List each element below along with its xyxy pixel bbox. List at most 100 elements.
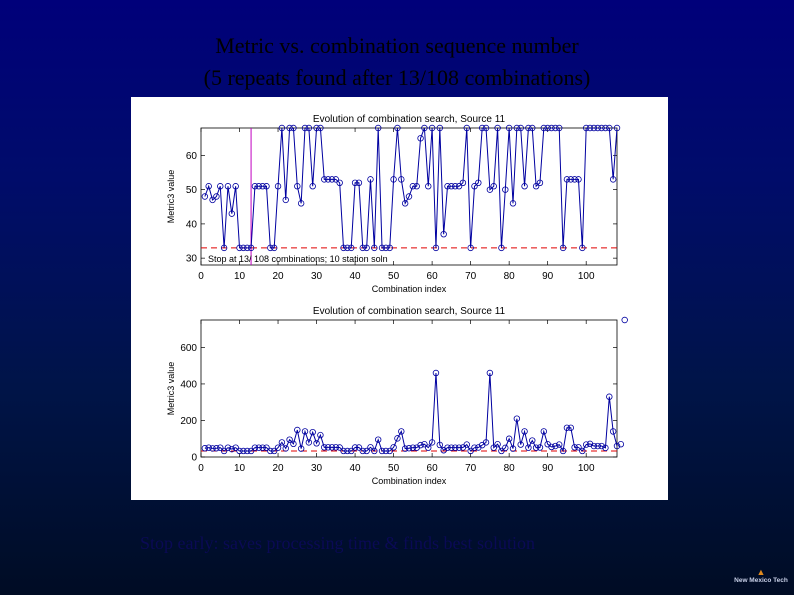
data-point-1-98 [575, 176, 582, 183]
data-point-2-5 [217, 444, 224, 451]
data-point-1-9 [232, 183, 239, 190]
data-point-2-45 [371, 447, 378, 455]
data-point-1-57 [417, 135, 424, 142]
x-tick-label-2-60: 60 [427, 463, 439, 474]
data-point-2-97 [571, 444, 578, 451]
data-point-1-84 [521, 183, 528, 190]
data-point-1-77 [494, 124, 501, 132]
data-point-2-39 [348, 447, 355, 455]
data-point-2-15 [255, 444, 262, 451]
data-point-2-109 [617, 441, 625, 448]
y-tick-label-1-40: 40 [186, 219, 198, 230]
data-point-1-78 [498, 244, 505, 252]
x-tick-label-2-20: 20 [272, 463, 284, 474]
data-point-2-69 [463, 441, 470, 448]
data-point-1-103 [594, 124, 601, 132]
data-point-1-92 [552, 124, 559, 132]
data-point-1-22 [282, 196, 289, 204]
data-point-2-10 [236, 447, 243, 455]
data-point-1-85 [525, 124, 532, 132]
data-point-2-36 [336, 444, 343, 451]
data-point-1-101 [586, 124, 594, 132]
data-point-2-92 [552, 442, 559, 450]
data-point-2-70 [467, 447, 474, 455]
data-point-2-30 [313, 440, 320, 447]
data-point-2-28 [305, 439, 313, 446]
data-point-2-23 [286, 436, 293, 443]
data-point-1-33 [324, 176, 332, 183]
y-tick-label-2-400: 400 [180, 379, 197, 390]
x-tick-label-1-10: 10 [234, 271, 246, 282]
data-point-2-88 [536, 444, 544, 451]
x-tick-label-2-80: 80 [504, 463, 516, 474]
data-point-2-13 [247, 447, 255, 455]
data-point-2-47 [378, 447, 386, 455]
data-point-1-82 [513, 124, 521, 132]
data-point-1-104 [598, 124, 605, 132]
data-point-2-53 [401, 445, 409, 452]
data-point-2-29 [309, 428, 316, 436]
data-point-1-38 [344, 244, 351, 252]
x-tick-label-1-70: 70 [465, 271, 477, 282]
x-tick-label-2-50: 50 [388, 463, 400, 474]
data-point-2-1 [201, 445, 209, 452]
data-point-1-105 [602, 124, 609, 132]
data-point-2-34 [328, 444, 336, 451]
x-tick-label-2-100: 100 [578, 463, 595, 474]
data-point-1-47 [378, 244, 386, 252]
data-point-1-42 [359, 244, 366, 252]
data-point-1-72 [475, 179, 482, 186]
data-point-2-65 [448, 444, 455, 451]
data-point-1-108 [613, 124, 621, 132]
data-point-1-56 [413, 183, 420, 190]
data-point-2-96 [567, 424, 574, 431]
data-point-1-67 [455, 183, 463, 190]
data-point-1-95 [563, 176, 571, 183]
data-point-1-5 [217, 183, 224, 190]
slide-title-line-2: (5 repeats found after 13/108 combinatio… [203, 65, 591, 90]
x-tick-label-1-0: 0 [198, 271, 204, 282]
series-line-1 [204, 128, 617, 249]
data-point-1-21 [278, 124, 286, 132]
data-point-1-30 [313, 124, 320, 132]
data-point-1-18 [267, 244, 274, 252]
data-point-2-12 [244, 447, 251, 455]
data-point-1-46 [374, 124, 382, 132]
data-point-2-101 [586, 440, 594, 448]
data-point-1-4 [213, 193, 220, 200]
data-point-1-45 [371, 244, 378, 252]
data-point-2-87 [532, 444, 540, 451]
data-point-1-50 [390, 176, 397, 183]
data-point-2-79 [502, 444, 509, 452]
data-point-1-81 [509, 200, 517, 207]
data-point-1-43 [363, 244, 370, 252]
data-point-2-83 [517, 441, 524, 448]
x-tick-label-1-100: 100 [578, 271, 595, 282]
data-point-1-58 [421, 124, 428, 132]
data-point-1-73 [478, 124, 486, 132]
data-point-1-34 [328, 176, 336, 183]
data-point-2-93 [556, 441, 563, 448]
data-point-1-12 [244, 244, 251, 252]
chart-title-2: Evolution of combination search, Source … [313, 306, 506, 317]
data-point-1-27 [301, 124, 309, 132]
x-tick-label-1-50: 50 [388, 271, 400, 282]
x-tick-label-2-10: 10 [234, 463, 246, 474]
data-point-2-41 [355, 444, 363, 451]
data-point-2-42 [359, 447, 366, 455]
data-point-1-86 [529, 124, 536, 132]
data-point-2-6 [220, 447, 228, 455]
data-point-2-46 [374, 436, 382, 443]
data-point-2-80 [505, 435, 513, 442]
data-point-1-2 [205, 183, 212, 190]
data-point-2-60 [428, 439, 436, 446]
x-tick-label-2-0: 0 [198, 463, 204, 474]
x-axis-label-1: Combination index [372, 284, 447, 294]
data-point-1-17 [263, 183, 270, 190]
x-tick-label-2-90: 90 [542, 463, 554, 474]
data-point-1-55 [409, 183, 417, 190]
data-point-1-80 [505, 124, 513, 132]
x-tick-label-1-30: 30 [311, 271, 323, 282]
y-tick-label-1-30: 30 [186, 254, 198, 265]
data-point-2-26 [297, 445, 305, 452]
